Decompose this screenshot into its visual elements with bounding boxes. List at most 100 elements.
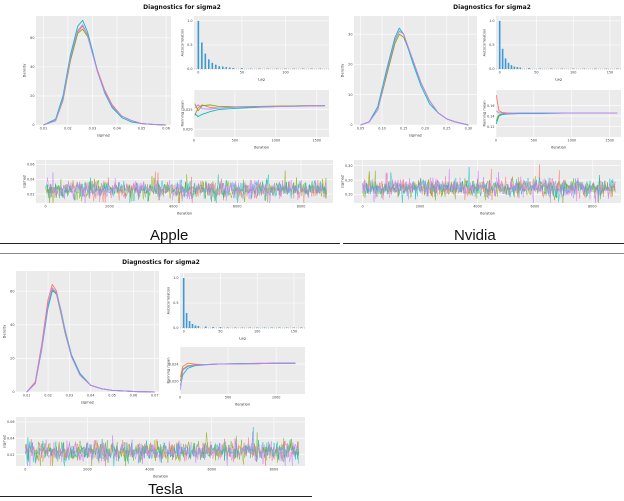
x-tick-label: 500 [225, 396, 231, 400]
y-tick-label: 0.06 [7, 420, 15, 424]
y-tick-label: 0 [12, 390, 14, 394]
y-tick-label: 0.02 [27, 192, 35, 196]
x-tick-label: 0 [179, 396, 181, 400]
x-tick-label: 0.07 [151, 394, 159, 398]
series-group [25, 427, 300, 467]
density-line-chain-4 [360, 30, 469, 126]
x-tick-label: 0.15 [400, 127, 408, 131]
y-tick-label: 0.04 [7, 436, 15, 440]
panel-title: Diagnostics for sigma2 [453, 4, 531, 11]
plot-background [180, 347, 305, 394]
series-group [180, 362, 296, 390]
x-axis-label: Iteration [235, 403, 250, 407]
running-mean-plot: 0 500 1000 0.020 0.024 Iteration Running mean [167, 347, 305, 407]
y-tick-label: 20 [30, 94, 34, 98]
y-axis-label: Running mean [483, 100, 487, 126]
series-group [194, 103, 325, 118]
x-tick-label: 100 [254, 330, 260, 334]
plot-background [194, 16, 329, 69]
panel-caption: Apple [150, 227, 189, 244]
trace-line-chain-2 [25, 432, 300, 467]
y-tick-label: 0.020 [183, 127, 193, 131]
y-tick-label: 0.0 [489, 67, 494, 71]
series-group [180, 278, 305, 329]
x-axis-label: Lag [555, 78, 562, 82]
x-tick-label: 0.01 [40, 127, 48, 131]
trace-line-chain-4 [362, 168, 616, 204]
x-axis-label: Iteration [254, 146, 269, 150]
x-axis-label: sigma2 [409, 134, 422, 138]
x-tick-label: 6000 [233, 205, 242, 209]
y-tick-label: 0.12 [487, 125, 495, 129]
x-tick-label: 0.05 [357, 127, 365, 131]
separator-line [0, 253, 624, 254]
density-line-chain-4 [43, 24, 167, 126]
running-mean-plot: 0 500 1000 1500 0.12 0.14 0.16 Iteration Running… [483, 90, 621, 150]
y-tick-label: 10 [348, 93, 352, 97]
y-axis-label: Autocorrelation [181, 29, 185, 57]
x-tick-label: 2000 [416, 205, 425, 209]
series-group [496, 20, 621, 70]
y-tick-label: 0.02 [7, 453, 15, 457]
separator-line [0, 496, 312, 497]
y-tick-label: 0.10 [345, 193, 353, 197]
density-plot: 0.01 0.02 0.03 0.04 0.05 0.06 0 20 40 60 sigma2 Den… [23, 16, 171, 138]
y-tick-label: 30 [348, 32, 352, 36]
x-tick-label: 4000 [145, 468, 154, 472]
plot-background [36, 16, 171, 125]
y-tick-label: 0 [32, 123, 34, 127]
x-tick-label: 6000 [207, 468, 216, 472]
x-tick-label: 8000 [588, 205, 597, 209]
y-tick-label: 0.0 [173, 326, 178, 330]
x-axis-label: sigma2 [97, 134, 110, 138]
x-tick-label: 50 [534, 71, 538, 75]
x-tick-label: 150 [291, 330, 297, 334]
x-tick-label: 1500 [312, 139, 321, 143]
x-tick-label: 0.06 [162, 127, 170, 131]
x-tick-label: 1000 [271, 139, 280, 143]
y-tick-label: 0.5 [187, 43, 192, 47]
apple-diagnostics-panel: Diagnostics for sigma2 0.01 0.02 0.03 0.04 0… [0, 0, 340, 245]
density-plot: 0.05 0.10 0.15 0.20 0.25 0.30 0 10 20 30 sigma2 Den… [341, 16, 477, 138]
x-tick-label: 50 [218, 330, 222, 334]
x-tick-label: 150 [607, 71, 613, 75]
y-tick-label: 0.0 [187, 67, 192, 71]
y-tick-label: 0.024 [169, 362, 179, 366]
y-tick-label: 60 [10, 289, 14, 293]
y-tick-label: 40 [30, 65, 34, 69]
x-tick-label: 4000 [169, 205, 178, 209]
x-tick-label: 0 [183, 330, 185, 334]
separator-line [343, 243, 624, 244]
panel-title: Diagnostics for sigma2 [143, 4, 221, 11]
x-tick-label: 0.05 [138, 127, 146, 131]
trace-line-chain-4 [45, 172, 327, 204]
x-tick-label: 0.04 [113, 127, 121, 131]
y-tick-label: 0.5 [489, 43, 494, 47]
x-tick-label: 0 [193, 139, 195, 143]
series-group [26, 283, 155, 393]
y-tick-label: 0.14 [487, 114, 495, 118]
y-axis-label: sigma2 [23, 175, 27, 188]
x-tick-label: 0 [499, 71, 501, 75]
panel-title: Diagnostics for sigma2 [122, 259, 200, 266]
y-axis-label: Density [341, 63, 345, 78]
x-tick-label: 1500 [605, 139, 614, 143]
x-tick-label: 8000 [270, 468, 279, 472]
series-group [495, 95, 618, 125]
x-axis-label: Iteration [551, 146, 566, 150]
series-group [194, 20, 329, 70]
x-tick-label: 100 [282, 71, 288, 75]
y-tick-label: 0.5 [173, 301, 178, 305]
plot-background [496, 16, 621, 69]
autocorrelation-plot: 0 50 100 0.0 0.5 1.0 Lag Autocorrelation [181, 16, 329, 82]
x-axis-label: Lag [239, 337, 246, 341]
y-axis-label: Density [3, 324, 7, 339]
density-line-chain-4 [26, 287, 155, 393]
y-tick-label: 0 [350, 123, 352, 127]
y-tick-label: 0.04 [27, 177, 35, 181]
density-plot: 0.01 0.02 0.03 0.04 0.05 0.06 0.07 0 20 40 60 sigma… [3, 271, 159, 405]
x-tick-label: 0.10 [378, 127, 386, 131]
x-tick-label: 0 [24, 468, 26, 472]
x-tick-label: 0.25 [443, 127, 451, 131]
y-tick-label: 1.0 [173, 276, 178, 280]
